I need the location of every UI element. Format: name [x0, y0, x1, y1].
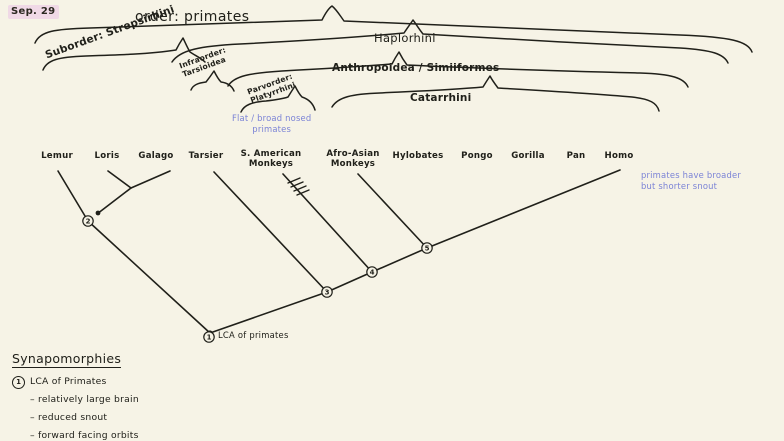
brace-haplorhini	[171, 19, 729, 64]
dash-marker: –	[30, 430, 39, 441]
synapomorphy-trait: – reduced snout	[30, 412, 139, 423]
taxon-label-s-american-monkeys: S. American Monkeys	[240, 149, 302, 169]
taxon-label-hylobates: Hylobates	[392, 151, 444, 161]
brace-tarsioidea	[190, 70, 235, 92]
svg-text:1: 1	[207, 334, 212, 342]
taxon-label-afro-asian-monkeys: Afro-Asian Monkeys	[326, 149, 380, 169]
synapomorphy-trait-text: relatively large brain	[38, 394, 139, 405]
branch-strepsirhine-stem	[87, 220, 211, 334]
synapomorphy-trait: – forward facing orbits	[30, 430, 139, 441]
annotation-platyrrhini-note: Flat / broad nosed primates	[232, 113, 312, 135]
node-marker-2: 2	[82, 215, 94, 227]
branch-afro-asian-monkeys	[357, 173, 428, 249]
synapomorphy-trait: – relatively large brain	[30, 394, 139, 405]
branch-loris-galago-stem	[96, 187, 132, 215]
annotation-snout-note: primates have broader but shorter snout	[641, 170, 741, 192]
apomorphy-tick-4	[296, 189, 310, 196]
svg-text:2: 2	[86, 218, 91, 226]
svg-text:4: 4	[370, 269, 375, 277]
branch-tarsier	[213, 171, 328, 293]
apomorphy-tick-2	[290, 181, 304, 188]
branch-loris	[107, 170, 132, 189]
svg-text:3: 3	[325, 289, 330, 297]
node-marker-4: 4	[366, 266, 378, 278]
synapomorphies-heading: Synapomorphies	[12, 351, 122, 368]
taxon-label-lemur: Lemur	[41, 151, 73, 161]
brace-platyrrhini	[240, 85, 316, 113]
node-marker-3: 3	[321, 286, 333, 298]
brace-anthropoidea	[227, 51, 689, 88]
taxon-label-pan: Pan	[566, 151, 586, 161]
node-marker-1: 1	[203, 331, 215, 343]
svg-text:5: 5	[425, 245, 430, 253]
brace-order-primates	[34, 5, 753, 53]
node-marker-5: 5	[421, 242, 433, 254]
taxon-label-homo: Homo	[604, 151, 634, 161]
synapomorphy-node-number: 1	[12, 376, 25, 389]
clade-label-haplorhini: Haplorhini	[374, 31, 436, 45]
node-label-lca-primates: LCA of primates	[218, 330, 289, 340]
brace-strepsirhini	[42, 37, 206, 71]
synapomorphy-trait-text: reduced snout	[38, 412, 108, 423]
apomorphy-tick-3	[293, 185, 307, 192]
synapomorphy-entry-title: LCA of Primates	[30, 376, 107, 387]
page-title: order: primates	[135, 9, 250, 25]
taxon-label-gorilla: Gorilla	[511, 151, 545, 161]
branch-s-american-monkeys	[282, 173, 373, 273]
synapomorphy-trait-text: forward facing orbits	[38, 430, 139, 441]
branch-galago	[130, 170, 171, 189]
taxon-label-galago: Galago	[138, 151, 174, 161]
dash-marker: –	[30, 412, 39, 423]
branch-lemur	[57, 170, 89, 222]
dash-marker: –	[30, 394, 39, 405]
junction-dot-2	[95, 210, 101, 216]
brace-catarrhini	[331, 75, 660, 112]
tree-backbone	[209, 169, 621, 334]
clade-label-catarrhini: Catarrhini	[410, 92, 472, 104]
apomorphy-tick-1	[287, 177, 301, 184]
clade-label-anthropoidea: Anthropoidea / Simiiformes	[332, 62, 500, 74]
date-tag: Sep. 29	[8, 5, 60, 19]
taxon-label-pongo: Pongo	[461, 151, 493, 161]
synapomorphy-entry-1: 1 LCA of Primates – relatively large bra…	[12, 376, 139, 441]
taxon-label-tarsier: Tarsier	[188, 151, 224, 161]
taxon-label-loris: Loris	[94, 151, 120, 161]
